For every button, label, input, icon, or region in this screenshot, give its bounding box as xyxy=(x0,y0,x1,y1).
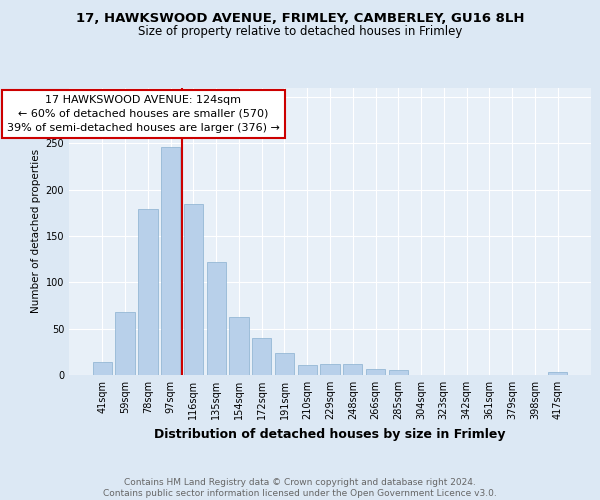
Bar xyxy=(389,370,408,375)
Text: Contains HM Land Registry data © Crown copyright and database right 2024.
Contai: Contains HM Land Registry data © Crown c… xyxy=(103,478,497,498)
Bar xyxy=(206,262,226,375)
Bar xyxy=(298,365,317,375)
Y-axis label: Number of detached properties: Number of detached properties xyxy=(31,149,41,314)
Text: Size of property relative to detached houses in Frimley: Size of property relative to detached ho… xyxy=(138,25,462,38)
Bar xyxy=(184,204,203,375)
Bar xyxy=(93,362,112,375)
Text: 17 HAWKSWOOD AVENUE: 124sqm
← 60% of detached houses are smaller (570)
39% of se: 17 HAWKSWOOD AVENUE: 124sqm ← 60% of det… xyxy=(7,95,280,133)
Bar xyxy=(252,338,271,375)
Bar xyxy=(138,209,158,375)
Bar xyxy=(115,312,135,375)
Bar xyxy=(320,364,340,375)
Bar xyxy=(229,316,248,375)
Bar xyxy=(343,364,362,375)
Bar xyxy=(366,368,385,375)
Bar xyxy=(275,352,294,375)
Text: 17, HAWKSWOOD AVENUE, FRIMLEY, CAMBERLEY, GU16 8LH: 17, HAWKSWOOD AVENUE, FRIMLEY, CAMBERLEY… xyxy=(76,12,524,26)
Bar xyxy=(548,372,567,375)
Bar xyxy=(161,147,181,375)
X-axis label: Distribution of detached houses by size in Frimley: Distribution of detached houses by size … xyxy=(154,428,506,440)
